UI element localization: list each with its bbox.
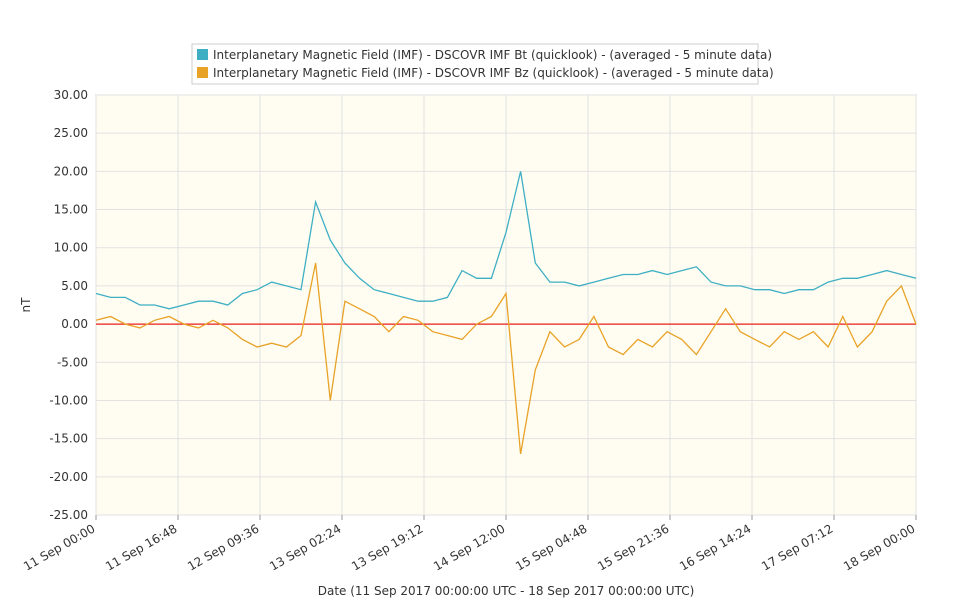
x-tick-label: 12 Sep 09:36: [185, 521, 261, 573]
x-tick-label: 17 Sep 07:12: [759, 521, 835, 573]
x-tick-label: 11 Sep 16:48: [103, 521, 179, 573]
y-tick-label: 10.00: [54, 241, 88, 255]
x-tick-label: 15 Sep 21:36: [595, 521, 671, 573]
y-tick-label: 15.00: [54, 203, 88, 217]
x-tick-label: 13 Sep 02:24: [267, 521, 343, 573]
x-tick-label: 16 Sep 14:24: [677, 521, 753, 573]
y-tick-label: 0.00: [61, 317, 88, 331]
series-line: [95, 171, 917, 310]
y-tick-label: -25.00: [49, 508, 88, 522]
y-tick-label: 20.00: [54, 164, 88, 178]
y-tick-label: -20.00: [49, 470, 88, 484]
x-tick-label: 15 Sep 04:48: [513, 521, 589, 573]
y-tick-label: -10.00: [49, 393, 88, 407]
y-tick-label: 30.00: [54, 88, 88, 102]
x-axis-label: Date (11 Sep 2017 00:00:00 UTC - 18 Sep …: [318, 584, 695, 598]
x-tick-label: 13 Sep 19:12: [349, 521, 425, 573]
y-tick-label: 5.00: [61, 279, 88, 293]
x-tick-label: 14 Sep 12:00: [431, 521, 507, 573]
legend-box: [191, 43, 759, 85]
y-tick-label: -15.00: [49, 432, 88, 446]
legend-label: Interplanetary Magnetic Field (IMF) - DS…: [213, 48, 772, 62]
y-tick-label: -5.00: [57, 355, 88, 369]
legend-label: Interplanetary Magnetic Field (IMF) - DS…: [213, 66, 774, 80]
x-tick-label: 11 Sep 00:00: [21, 521, 97, 573]
y-tick-label: 25.00: [54, 126, 88, 140]
y-axis-label: nT: [19, 297, 33, 313]
legend-swatch: [197, 49, 208, 60]
x-tick-label: 18 Sep 00:00: [841, 521, 917, 573]
series-line: [95, 262, 917, 455]
legend-swatch: [197, 67, 208, 78]
